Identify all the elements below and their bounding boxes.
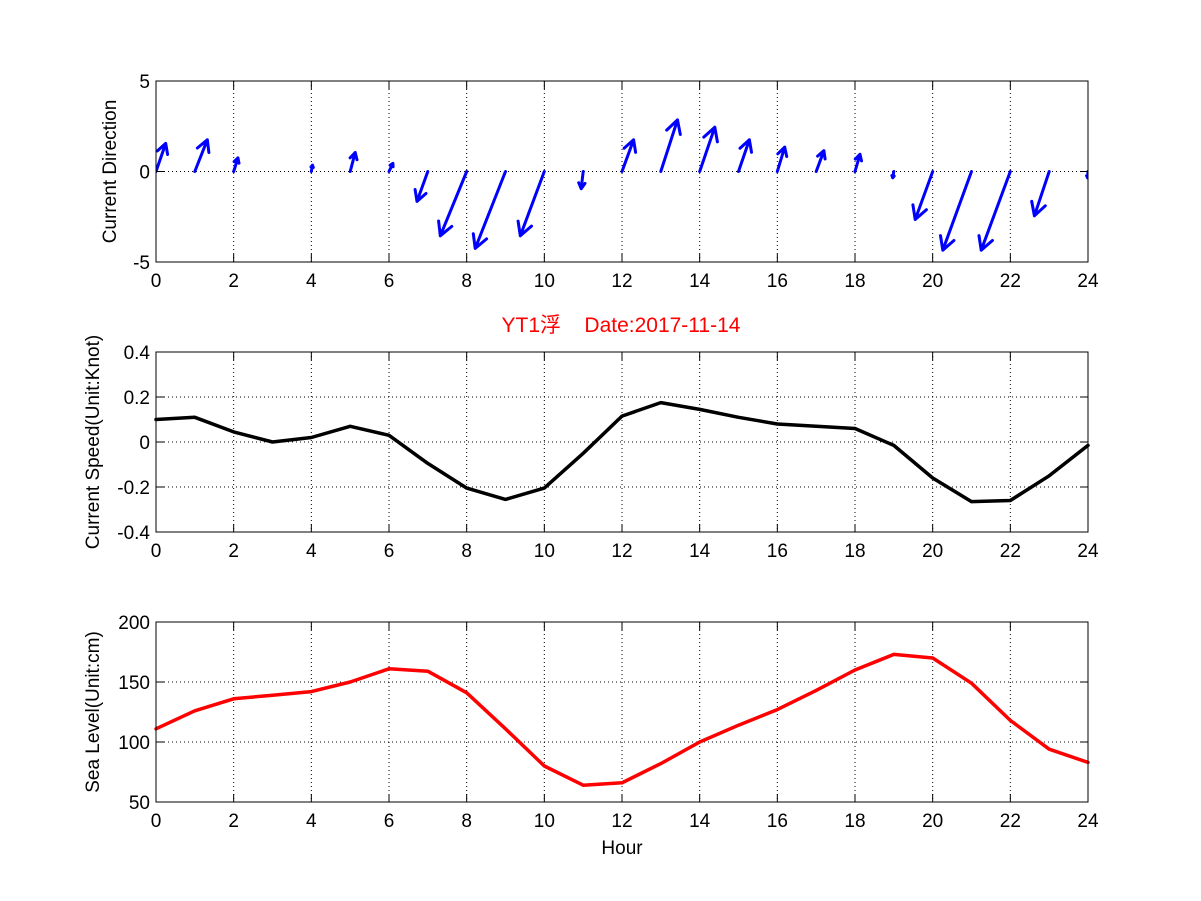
speed-xtick-label: 8 — [461, 541, 472, 562]
speed-ylabel: Current Speed(Unit:Knot) — [83, 335, 104, 549]
level-xtick-label: 18 — [844, 811, 865, 832]
speed-xtick-label: 20 — [922, 541, 943, 562]
direction-arrow — [1030, 170, 1051, 218]
direction-arrow — [890, 170, 896, 180]
direction-xtick-label: 10 — [534, 271, 555, 292]
direction-arrow — [156, 141, 170, 173]
direction-arrow — [853, 152, 863, 173]
chart-title: YT1浮 Date:2017-11-14 — [502, 314, 741, 337]
level-ytick-label: 200 — [118, 613, 150, 634]
current-speed-panel: 0 2 4 6 8 10 12 14 16 18 20 22 24-0.4-0.200.20.4Curr… — [83, 335, 1099, 562]
direction-arrow — [348, 151, 359, 173]
direction-arrow — [437, 170, 469, 238]
level-xtick-label: 10 — [534, 811, 555, 832]
speed-ytick-label: 0.2 — [124, 388, 150, 409]
direction-xtick-label: 0 — [151, 271, 162, 292]
direction-ytick-label: -5 — [133, 253, 150, 274]
level-grid — [156, 622, 1088, 802]
level-xtick-label: 24 — [1077, 811, 1099, 832]
level-xtick-label: 22 — [1000, 811, 1021, 832]
direction-xtick-label: 14 — [689, 271, 711, 292]
direction-xtick-label: 6 — [384, 271, 395, 292]
speed-ytick-label: -0.2 — [117, 478, 150, 499]
direction-xtick-label: 20 — [922, 271, 943, 292]
direction-xtick-label: 8 — [461, 271, 472, 292]
speed-xtick-label: 18 — [844, 541, 865, 562]
speed-xtick-label: 22 — [1000, 541, 1021, 562]
speed-xtick-label: 4 — [306, 541, 317, 562]
direction-xtick-label: 4 — [306, 271, 317, 292]
direction-arrow — [413, 170, 430, 203]
speed-xtick-label: 24 — [1077, 541, 1099, 562]
direction-xtick-label: 22 — [1000, 271, 1021, 292]
speed-xtick-label: 12 — [611, 541, 632, 562]
speed-ytick-label: -0.4 — [117, 523, 150, 544]
level-xtick-label: 6 — [384, 811, 395, 832]
speed-xtick-label: 16 — [767, 541, 788, 562]
direction-arrow — [911, 170, 935, 221]
direction-arrow — [698, 125, 719, 173]
level-xtick-label: 0 — [151, 811, 162, 832]
direction-xtick-label: 16 — [767, 271, 788, 292]
direction-arrow — [387, 161, 395, 173]
speed-xtick-label: 6 — [384, 541, 395, 562]
direction-arrow — [659, 118, 682, 173]
direction-arrow — [977, 170, 1012, 252]
direction-ytick-label: 5 — [139, 72, 150, 93]
direction-arrow — [232, 156, 241, 173]
level-ylabel: Sea Level(Unit:cm) — [83, 631, 104, 793]
level-series-line — [154, 652, 1090, 787]
speed-grid — [156, 352, 1088, 532]
level-ytick-label: 150 — [118, 673, 150, 694]
direction-arrow — [814, 149, 827, 173]
direction-arrow — [577, 170, 587, 191]
direction-arrow — [309, 163, 315, 173]
direction-xtick-label: 12 — [611, 271, 632, 292]
level-xtick-label: 2 — [228, 811, 239, 832]
direction-xtick-label: 24 — [1077, 271, 1099, 292]
speed-ytick-label: 0 — [139, 433, 150, 454]
level-ytick-label: 100 — [118, 733, 150, 754]
speed-xtick-label: 14 — [689, 541, 711, 562]
level-xtick-label: 14 — [689, 811, 711, 832]
direction-ylabel: Current Direction — [100, 100, 121, 244]
direction-ytick-label: 0 — [139, 163, 150, 184]
level-xlabel: Hour — [601, 838, 643, 859]
speed-xtick-label: 2 — [228, 541, 239, 562]
direction-arrow — [471, 170, 507, 250]
direction-arrow — [775, 145, 789, 173]
direction-xtick-label: 2 — [228, 271, 239, 292]
speed-series-line — [154, 400, 1090, 504]
direction-arrow — [939, 170, 973, 252]
level-plot-area — [156, 622, 1088, 802]
direction-arrow — [620, 138, 638, 173]
direction-arrows — [156, 118, 1088, 252]
speed-ytick-label: 0.4 — [124, 343, 151, 364]
direction-arrow — [193, 138, 211, 173]
direction-arrow — [737, 138, 753, 173]
direction-xtick-label: 18 — [844, 271, 865, 292]
level-xtick-label: 20 — [922, 811, 943, 832]
direction-arrow — [516, 170, 546, 238]
speed-xtick-label: 0 — [151, 541, 162, 562]
level-xtick-label: 16 — [767, 811, 788, 832]
speed-xtick-label: 10 — [534, 541, 555, 562]
level-xtick-label: 4 — [306, 811, 317, 832]
level-xtick-label: 8 — [461, 811, 472, 832]
level-ytick-label: 50 — [129, 793, 150, 814]
level-xtick-label: 12 — [611, 811, 632, 832]
